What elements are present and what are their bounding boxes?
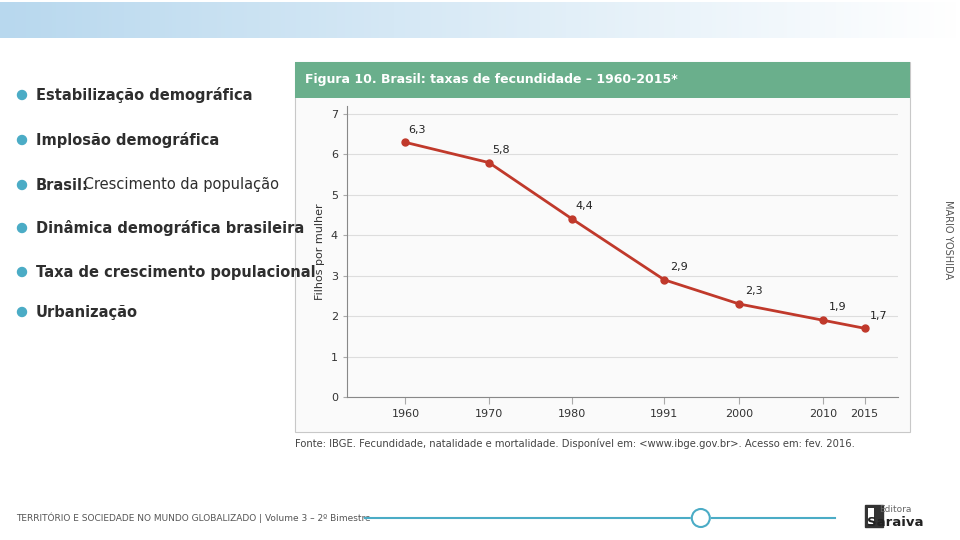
Circle shape [17,180,27,190]
Text: 2,9: 2,9 [670,262,687,272]
FancyBboxPatch shape [868,508,874,524]
Text: Crescimento da população: Crescimento da população [80,178,279,192]
Text: Taxa de crescimento populacional: Taxa de crescimento populacional [36,265,316,280]
Text: CAPÍTULO 6 – CRESCIMENTO POPULACIONAL: TENDÊNCIAS E DILEMAS: CAPÍTULO 6 – CRESCIMENTO POPULACIONAL: T… [18,11,540,24]
Text: Estabilização demográfica: Estabilização demográfica [36,87,252,103]
Text: Urbanização: Urbanização [36,305,138,320]
Circle shape [884,7,910,33]
Text: Dinâmica demográfica brasileira: Dinâmica demográfica brasileira [36,220,304,236]
Circle shape [17,267,27,276]
Circle shape [889,12,905,28]
Text: Brasil:: Brasil: [36,178,89,192]
Circle shape [692,509,709,527]
Text: Implosão demográfica: Implosão demográfica [36,132,219,148]
Text: MARIO YOSHIDA: MARIO YOSHIDA [943,200,953,280]
Text: DINÂMICA POPULACIONAL NOS PAÍSES DESENVOLVIDOS: DINÂMICA POPULACIONAL NOS PAÍSES DESENVO… [16,14,369,26]
Text: Saraiva: Saraiva [867,516,924,529]
Text: 6,3: 6,3 [408,125,425,134]
Circle shape [17,136,27,145]
Text: Fonte: IBGE. Fecundidade, natalidade e mortalidade. Disponível em: <www.ibge.gov: Fonte: IBGE. Fecundidade, natalidade e m… [295,438,854,449]
Text: TERRITÓRIO E SOCIEDADE NO MUNDO GLOBALIZADO | Volume 3 – 2º Bimestre: TERRITÓRIO E SOCIEDADE NO MUNDO GLOBALIZ… [16,513,371,523]
FancyBboxPatch shape [295,62,910,98]
Y-axis label: Filhos por mulher: Filhos por mulher [315,203,325,300]
Circle shape [17,307,27,316]
Text: 2,3: 2,3 [745,286,762,296]
Circle shape [17,91,27,99]
Text: Editora: Editora [878,505,911,515]
FancyBboxPatch shape [865,505,883,527]
Text: 5,8: 5,8 [492,145,510,155]
Text: 1,9: 1,9 [828,302,846,313]
Circle shape [882,5,912,35]
Text: 1,7: 1,7 [870,310,888,321]
Text: Figura 10. Brasil: taxas de fecundidade – 1960-2015*: Figura 10. Brasil: taxas de fecundidade … [305,73,678,86]
FancyBboxPatch shape [295,62,910,432]
Text: 4,4: 4,4 [575,201,593,212]
Circle shape [17,224,27,233]
